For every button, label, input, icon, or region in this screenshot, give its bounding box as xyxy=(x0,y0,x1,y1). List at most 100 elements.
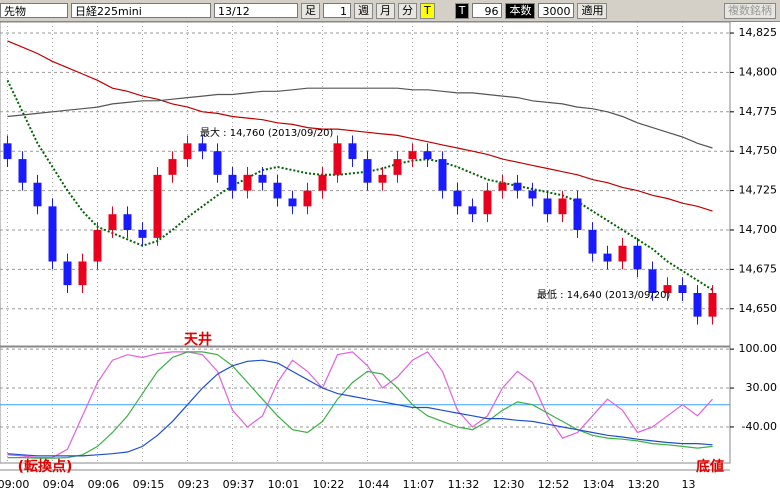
candle-body xyxy=(708,293,717,317)
candle-body xyxy=(63,261,72,286)
candle-body xyxy=(588,229,597,254)
apply-button[interactable]: 適用 xyxy=(577,2,608,19)
candle-body xyxy=(78,261,87,286)
y-tick-label: 14,800 xyxy=(739,65,778,78)
candle-body xyxy=(108,214,117,230)
candle-body xyxy=(438,159,447,191)
contract-select[interactable]: 13/12 xyxy=(214,3,298,18)
x-tick-label: 09:23 xyxy=(178,478,210,491)
multi-button[interactable]: 複数銘柄 xyxy=(724,2,776,19)
x-tick-label: 10:44 xyxy=(358,478,390,491)
candle-body xyxy=(423,151,432,160)
x-tick-label: 10:01 xyxy=(268,478,300,491)
candle-body xyxy=(378,174,387,183)
candle-body xyxy=(693,293,702,317)
x-tick-label: 09:04 xyxy=(43,478,75,491)
month-button[interactable]: 月 xyxy=(376,2,395,19)
annotation: 天井 xyxy=(184,331,212,348)
candle-body xyxy=(393,159,402,175)
candle-body xyxy=(33,182,42,207)
annotation: 最大 : 14,760 (2013/09/20) xyxy=(200,126,333,139)
candle-body xyxy=(303,190,312,207)
y-tick-label: 30.00 xyxy=(746,381,778,394)
x-tick-label: 13:20 xyxy=(628,478,660,491)
count-label: 本数 xyxy=(505,2,536,19)
y-tick-label: -40.00 xyxy=(742,420,777,433)
x-tick-label: 09:06 xyxy=(88,478,120,491)
candle-body xyxy=(468,206,477,215)
candle-body xyxy=(48,206,57,262)
series-line xyxy=(6,79,714,291)
count-a[interactable]: 96 xyxy=(472,3,503,18)
x-tick-label: 12:30 xyxy=(493,478,525,491)
x-tick-label: 09:15 xyxy=(133,478,165,491)
candle-body xyxy=(3,143,12,160)
candle-body xyxy=(123,214,132,230)
candle-body xyxy=(348,143,357,160)
x-tick-label: 11:07 xyxy=(403,478,435,491)
y-tick-label: 14,750 xyxy=(739,144,778,157)
y-tick-label: 14,725 xyxy=(739,184,778,197)
y-tick-label: 14,825 xyxy=(739,26,778,39)
x-tick-label: 10:22 xyxy=(313,478,345,491)
symbol-select[interactable]: 日経225mini xyxy=(71,3,211,18)
candle-body xyxy=(228,174,237,191)
candle-body xyxy=(573,198,582,230)
y-tick-label: 14,700 xyxy=(739,223,778,236)
candle-body xyxy=(168,159,177,175)
series-line xyxy=(7,351,713,459)
y-tick-label: 14,775 xyxy=(739,105,778,118)
candle-body xyxy=(453,190,462,207)
candle-body xyxy=(558,198,567,215)
minute-button[interactable]: 分 xyxy=(398,2,417,19)
y-tick-label: 14,650 xyxy=(739,302,778,315)
candle-body xyxy=(543,198,552,215)
candle-body xyxy=(288,198,297,207)
candle-body xyxy=(198,143,207,152)
candle-body xyxy=(663,285,672,294)
candle-body xyxy=(93,229,102,262)
x-tick-label: 09:00 xyxy=(0,478,29,491)
annotation: 底値 xyxy=(696,458,724,475)
candle-body xyxy=(678,285,687,294)
bar-value[interactable]: 1 xyxy=(323,3,351,18)
x-tick-label: 12:52 xyxy=(538,478,570,491)
x-tick-label: 09:37 xyxy=(223,478,255,491)
candle-body xyxy=(258,174,267,183)
bar-label: 足 xyxy=(301,2,320,19)
x-tick-label: 11:32 xyxy=(448,478,480,491)
candle-body xyxy=(213,151,222,175)
candle-body xyxy=(633,245,642,270)
candle-body xyxy=(483,190,492,215)
candle-body xyxy=(243,174,252,191)
count-b[interactable]: 3000 xyxy=(538,3,575,18)
x-tick-label: 13:04 xyxy=(583,478,615,491)
annotation: 最低 : 14,640 (2013/09/20) xyxy=(537,288,670,301)
candle-body xyxy=(363,159,372,183)
series-line xyxy=(7,351,713,459)
x-tick-label: 13 xyxy=(682,478,696,491)
market-select[interactable]: 先物 xyxy=(0,3,68,18)
tick-button[interactable]: T xyxy=(420,2,435,19)
candle-body xyxy=(513,182,522,191)
t-button[interactable]: T xyxy=(454,2,470,19)
candle-body xyxy=(333,143,342,175)
toolbar: 先物 日経225mini 13/12 足 1 週 月 分 T T 96 本数 3… xyxy=(0,0,780,22)
candle-body xyxy=(318,174,327,191)
candle-body xyxy=(408,151,417,160)
series-line xyxy=(7,87,713,149)
week-button[interactable]: 週 xyxy=(354,2,373,19)
main-frame xyxy=(0,21,731,347)
y-tick-label: 100.00 xyxy=(739,342,778,355)
candle-body xyxy=(618,245,627,262)
candle-body xyxy=(153,174,162,238)
annotation: (転換点) xyxy=(18,458,73,475)
y-tick-label: 14,675 xyxy=(739,262,778,275)
candle-body xyxy=(18,159,27,183)
series-line xyxy=(7,40,713,212)
candle-body xyxy=(603,253,612,262)
candle-body xyxy=(528,190,537,199)
candle-body xyxy=(183,143,192,160)
